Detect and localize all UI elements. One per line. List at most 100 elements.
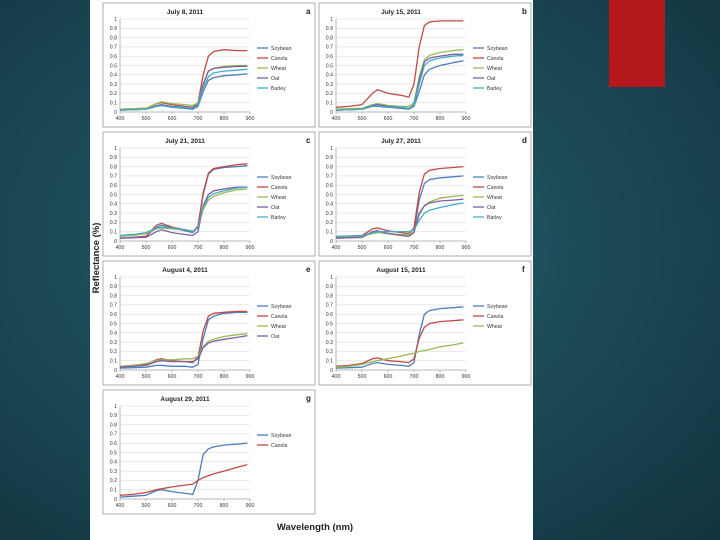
chart-panel-b: July 15, 2011 b 0 0.1 0.2 0.3 0.4 0.5 0.6 0.7 0.8 0…	[318, 2, 532, 128]
x-tick-label: 600	[168, 374, 177, 380]
y-tick-label: 0.2	[110, 220, 117, 226]
x-tick-label: 900	[246, 116, 255, 122]
legend-label-wheat: Wheat	[487, 195, 503, 201]
legend-label-oat: Oat	[271, 334, 280, 340]
y-tick-label: 0.1	[110, 359, 117, 365]
legend-label-wheat: Wheat	[487, 66, 503, 72]
y-tick-label: 0.4	[110, 73, 117, 79]
y-tick-label: 0.3	[110, 469, 117, 475]
legend-label-soybean: Soybean	[271, 433, 292, 439]
legend-label-wheat: Wheat	[271, 195, 287, 201]
y-tick-label: 0	[330, 110, 333, 116]
y-tick-label: 1	[114, 146, 117, 152]
y-tick-label: 0	[114, 368, 117, 374]
slide-accent-block	[609, 0, 665, 87]
legend-label-barley: Barley	[271, 86, 286, 92]
panel-title: July 15, 2011	[381, 9, 421, 16]
x-tick-label: 800	[220, 503, 229, 509]
panel-title: August 4, 2011	[162, 267, 208, 274]
legend-label-canola: Canola	[271, 443, 288, 449]
panel-letter: e	[306, 265, 311, 274]
y-tick-label: 0.7	[110, 45, 117, 51]
y-tick-label: 0	[330, 368, 333, 374]
panel-title: August 15, 2011	[376, 267, 426, 274]
legend-label-canola: Canola	[487, 185, 504, 191]
y-tick-label: 0.7	[110, 303, 117, 309]
legend-label-oat: Oat	[487, 205, 496, 211]
y-axis-title: Reflectance (%)	[91, 223, 102, 294]
x-tick-label: 500	[358, 245, 367, 251]
x-tick-label: 500	[358, 116, 367, 122]
y-tick-label: 0.9	[110, 284, 117, 290]
x-tick-label: 700	[410, 374, 419, 380]
legend-label-canola: Canola	[487, 56, 504, 62]
series-line-barley	[119, 68, 248, 111]
y-tick-label: 0.7	[326, 174, 333, 180]
panel-letter: f	[522, 265, 525, 274]
chart-panel-e: August 4, 2011 e 0 0.1 0.2 0.3 0.4 0.5 0.6 0.7 0.8…	[102, 260, 316, 386]
x-tick-label: 900	[246, 503, 255, 509]
y-tick-label: 0.5	[110, 450, 117, 456]
chart-panel-c: July 21, 2011 c 0 0.1 0.2 0.3 0.4 0.5 0.6 0.7 0.8 0…	[102, 131, 316, 257]
figure-panel: Reflectance (%) Wavelength (nm) July 8, …	[90, 0, 533, 540]
chart-panel-d: July 27, 2011 d 0 0.1 0.2 0.3 0.4 0.5 0.6 0.7 0.8 0…	[318, 131, 532, 257]
y-tick-label: 0	[330, 239, 333, 245]
y-tick-label: 0.7	[326, 45, 333, 51]
y-tick-label: 0.5	[326, 321, 333, 327]
y-tick-label: 0.9	[326, 155, 333, 161]
y-tick-label: 0.9	[110, 413, 117, 419]
x-tick-label: 800	[220, 116, 229, 122]
y-tick-label: 0.3	[110, 340, 117, 346]
x-tick-label: 500	[358, 374, 367, 380]
y-tick-label: 1	[330, 17, 333, 23]
legend-label-soybean: Soybean	[487, 304, 508, 310]
y-tick-label: 1	[114, 17, 117, 23]
y-tick-label: 0.4	[110, 460, 117, 466]
series-line-canola	[335, 20, 464, 108]
x-tick-label: 900	[462, 374, 471, 380]
y-tick-label: 0.3	[326, 82, 333, 88]
y-tick-label: 0.5	[110, 63, 117, 69]
y-tick-label: 0.5	[326, 192, 333, 198]
series-line-soybean	[119, 311, 248, 369]
panel-letter: d	[522, 136, 527, 145]
series-line-wheat	[119, 333, 248, 367]
y-tick-label: 0.8	[110, 164, 117, 170]
legend-label-oat: Oat	[271, 205, 280, 211]
y-tick-label: 0.8	[110, 422, 117, 428]
y-tick-label: 0.3	[110, 82, 117, 88]
legend-label-barley: Barley	[487, 86, 502, 92]
series-line-canola	[119, 463, 248, 496]
panel-title: July 8, 2011	[167, 9, 204, 16]
y-tick-label: 0.2	[326, 349, 333, 355]
x-tick-label: 700	[194, 245, 203, 251]
y-tick-label: 0.2	[110, 91, 117, 97]
x-tick-label: 800	[436, 374, 445, 380]
x-tick-label: 500	[142, 374, 151, 380]
series-line-wheat	[335, 342, 464, 368]
y-tick-label: 0.1	[110, 488, 117, 494]
y-tick-label: 0.6	[110, 183, 117, 189]
y-tick-label: 0.1	[110, 101, 117, 107]
panel-title: July 27, 2011	[381, 138, 421, 145]
y-tick-label: 0.6	[326, 312, 333, 318]
series-line-wheat	[335, 49, 464, 110]
y-tick-label: 0.9	[326, 26, 333, 32]
y-tick-label: 0.6	[326, 183, 333, 189]
y-tick-label: 0.3	[326, 340, 333, 346]
y-tick-label: 0.4	[110, 331, 117, 337]
y-tick-label: 0.3	[326, 211, 333, 217]
y-tick-label: 0.5	[110, 321, 117, 327]
y-tick-label: 0.2	[326, 220, 333, 226]
reflectance-figure: Reflectance (%) Wavelength (nm) July 8, …	[91, 2, 532, 533]
panel-letter: a	[306, 7, 311, 16]
x-tick-label: 400	[332, 374, 341, 380]
chart-panel-g: August 29, 2011 g 0 0.1 0.2 0.3 0.4 0.5 0.6 0.7 0.…	[102, 389, 316, 515]
legend-label-wheat: Wheat	[271, 66, 287, 72]
chart-panel-f: August 15, 2011 f 0 0.1 0.2 0.3 0.4 0.5 0.6 0.7 0.…	[318, 260, 532, 386]
y-tick-label: 0.6	[110, 441, 117, 447]
y-tick-label: 0.8	[326, 35, 333, 41]
y-tick-label: 0.1	[326, 230, 333, 236]
series-line-canola	[335, 165, 464, 238]
legend-label-canola: Canola	[487, 314, 504, 320]
